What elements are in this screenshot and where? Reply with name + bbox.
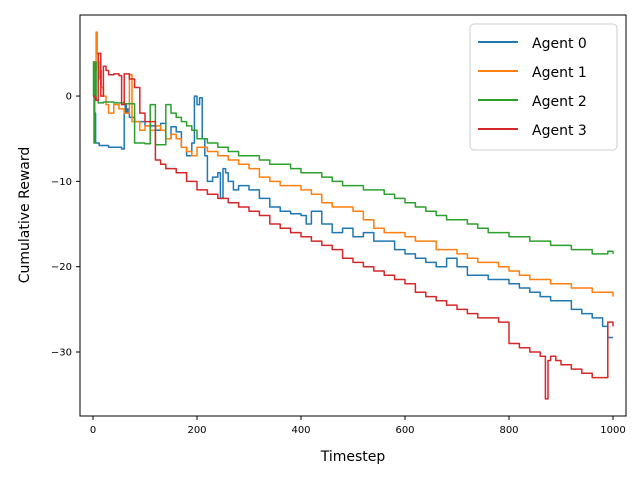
y-tick-label: −10 <box>51 177 72 188</box>
y-tick-label: −20 <box>51 262 72 273</box>
y-tick-label: −30 <box>51 348 72 359</box>
series-layer <box>92 31 614 400</box>
legend-label-agent-3: Agent 3 <box>532 123 587 139</box>
x-axis-ticks: 0 200 400 600 800 1000 <box>90 416 626 436</box>
series-line-agent-1 <box>93 31 614 297</box>
legend-label-agent-0: Agent 0 <box>532 36 587 52</box>
legend-frame <box>469 23 618 151</box>
x-axis-label: Timestep <box>320 449 386 465</box>
legend-label-agent-2: Agent 2 <box>532 94 587 110</box>
legend: Agent 0 Agent 1 Agent 2 Agent 3 <box>469 23 618 151</box>
plot-frame <box>79 14 627 417</box>
y-tick-label: 0 <box>66 92 72 103</box>
x-tick-label: 0 <box>90 425 96 436</box>
y-axis-label: Cumulative Reward <box>17 147 33 284</box>
legend-label-agent-1: Agent 1 <box>532 65 587 81</box>
series-line-agent-0 <box>93 95 613 339</box>
x-tick-label: 800 <box>499 425 518 436</box>
x-tick-label: 1000 <box>600 425 625 436</box>
series-line-agent-3 <box>93 52 614 400</box>
y-axis-ticks: 0 −10 −20 −30 <box>51 92 80 359</box>
x-tick-label: 200 <box>187 425 206 436</box>
x-tick-label: 400 <box>291 425 310 436</box>
x-tick-label: 600 <box>395 425 414 436</box>
series-line-agent-2 <box>92 61 614 255</box>
